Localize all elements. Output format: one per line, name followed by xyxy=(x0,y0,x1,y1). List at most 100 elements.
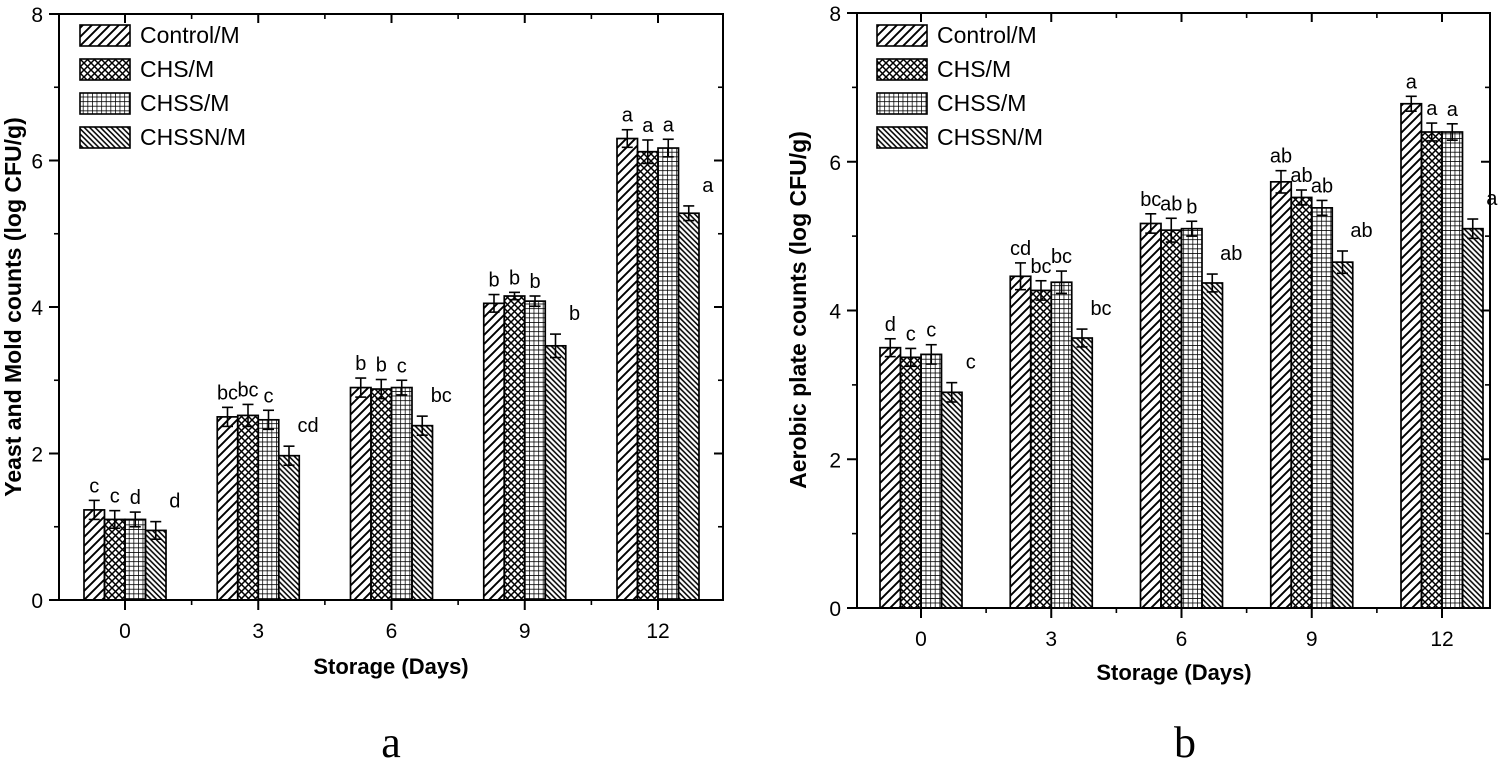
y-tick-label: 4 xyxy=(829,301,841,324)
x-axis-title-b: Storage (Days) xyxy=(1096,660,1251,685)
significance-letter: ab xyxy=(1311,175,1333,197)
legend-label: CHSSN/M xyxy=(140,124,246,150)
bar-CHSSN/M-day0 xyxy=(940,391,963,609)
y-tick-label: 8 xyxy=(829,3,841,26)
bar-CHSSN/M-day9 xyxy=(544,344,567,601)
bar-Control/M-day3 xyxy=(216,416,239,601)
y-tick-label: 4 xyxy=(31,297,43,320)
bar-CHS/M-day3 xyxy=(1029,289,1053,609)
significance-letter: b xyxy=(376,355,387,377)
legend-label: CHS/M xyxy=(140,56,214,82)
legend-swatch-diagonal-up xyxy=(79,24,131,47)
bar-CHSS/M-day12 xyxy=(1441,131,1464,609)
legend-label: CHS/M xyxy=(937,56,1011,82)
significance-letter: c xyxy=(264,385,274,407)
significance-letter: ab xyxy=(1160,193,1182,215)
bar-CHS/M-day6 xyxy=(370,388,393,601)
significance-letter: ab xyxy=(1220,243,1242,265)
legend-label: CHSS/M xyxy=(140,90,229,116)
significance-letter: ab xyxy=(1350,220,1372,242)
bar-CHSSN/M-day3 xyxy=(1070,337,1094,609)
bar-CHSS/M-day12 xyxy=(657,147,680,601)
significance-letter: a xyxy=(622,105,634,127)
bar-CHSSN/M-day3 xyxy=(277,454,301,601)
significance-letter: b xyxy=(569,303,580,325)
significance-letter: a xyxy=(642,115,654,137)
x-tick-label: 9 xyxy=(519,620,531,643)
bar-Control/M-day9 xyxy=(1269,180,1293,609)
x-tick-label: 6 xyxy=(1176,628,1188,651)
bar-CHSS/M-day6 xyxy=(1180,227,1203,609)
significance-letter: c xyxy=(966,352,976,374)
legend-swatch-grid xyxy=(79,92,131,115)
y-axis-title-b: Aerobic plate counts (log CFU/g) xyxy=(785,131,811,489)
x-tick-label: 0 xyxy=(119,620,131,643)
significance-letter: a xyxy=(1406,71,1418,93)
legend-swatch-cross-diagonal xyxy=(79,58,131,81)
bar-CHSSN/M-day12 xyxy=(1461,227,1484,609)
bar-CHS/M-day12 xyxy=(636,150,659,601)
significance-letter: d xyxy=(130,487,141,509)
bar-CHS/M-day6 xyxy=(1160,229,1183,609)
x-tick-label: 3 xyxy=(1045,628,1057,651)
bar-CHS/M-day0 xyxy=(103,518,126,601)
significance-letter: a xyxy=(663,114,675,136)
bar-CHSSN/M-day9 xyxy=(1331,261,1354,609)
bar-CHS/M-day3 xyxy=(236,414,260,601)
significance-letter: cd xyxy=(1010,238,1031,260)
legend-label: Control/M xyxy=(937,22,1037,48)
legend-swatch-diagonal-down xyxy=(79,126,131,149)
bar-CHSS/M-day9 xyxy=(523,300,547,601)
y-tick-label: 0 xyxy=(31,590,43,613)
bar-Control/M-day0 xyxy=(879,346,902,609)
significance-letter: bc xyxy=(431,385,452,407)
bar-Control/M-day6 xyxy=(1139,222,1162,609)
bar-CHSSN/M-day6 xyxy=(411,424,434,601)
significance-letter: b xyxy=(355,353,366,375)
significance-letter: c xyxy=(397,355,407,377)
legend-swatch-diagonal-up xyxy=(876,24,928,47)
x-tick-label: 6 xyxy=(386,620,398,643)
legend-label: CHSSN/M xyxy=(937,124,1043,150)
bar-CHS/M-day12 xyxy=(1420,131,1443,609)
significance-letter: bc xyxy=(1090,298,1111,320)
bar-CHSSN/M-day0 xyxy=(144,529,167,601)
panel-letter-b: b xyxy=(1174,718,1196,762)
x-tick-label: 3 xyxy=(252,620,264,643)
significance-letter: c xyxy=(906,323,916,345)
bar-CHSSN/M-day12 xyxy=(677,212,700,601)
y-axis-title-a: Yeast and Mold counts (log CFU/g) xyxy=(0,117,26,497)
bar-CHS/M-day9 xyxy=(503,295,526,601)
legend-label: CHSS/M xyxy=(937,90,1026,116)
bar-CHSS/M-day6 xyxy=(390,386,413,601)
significance-letter: d xyxy=(885,314,896,336)
y-tick-label: 8 xyxy=(31,4,43,27)
significance-letter: c xyxy=(89,475,99,497)
significance-letter: b xyxy=(488,270,499,292)
significance-letter: a xyxy=(1486,188,1498,210)
bar-CHSS/M-day0 xyxy=(124,518,147,601)
x-tick-label: 12 xyxy=(1430,628,1453,651)
legend-swatch-diagonal-down xyxy=(876,126,928,149)
significance-letter: bc xyxy=(1051,246,1072,268)
bar-Control/M-day12 xyxy=(1400,102,1423,609)
y-tick-label: 6 xyxy=(829,152,841,175)
significance-letter: bc xyxy=(1030,256,1051,278)
bar-Control/M-day6 xyxy=(349,386,372,601)
significance-letter: c xyxy=(926,320,936,342)
significance-letter: b xyxy=(509,267,520,289)
legend-swatch-grid xyxy=(876,92,928,115)
x-tick-label: 12 xyxy=(646,620,669,643)
bar-Control/M-day3 xyxy=(1009,275,1032,609)
significance-letter: bc xyxy=(217,382,238,404)
y-tick-label: 2 xyxy=(31,444,43,467)
significance-letter: b xyxy=(529,271,540,293)
x-tick-label: 9 xyxy=(1306,628,1318,651)
significance-letter: bc xyxy=(1140,189,1161,211)
panel-letter-a: a xyxy=(381,718,401,762)
significance-letter: a xyxy=(1447,99,1459,121)
x-tick-label: 0 xyxy=(915,628,927,651)
